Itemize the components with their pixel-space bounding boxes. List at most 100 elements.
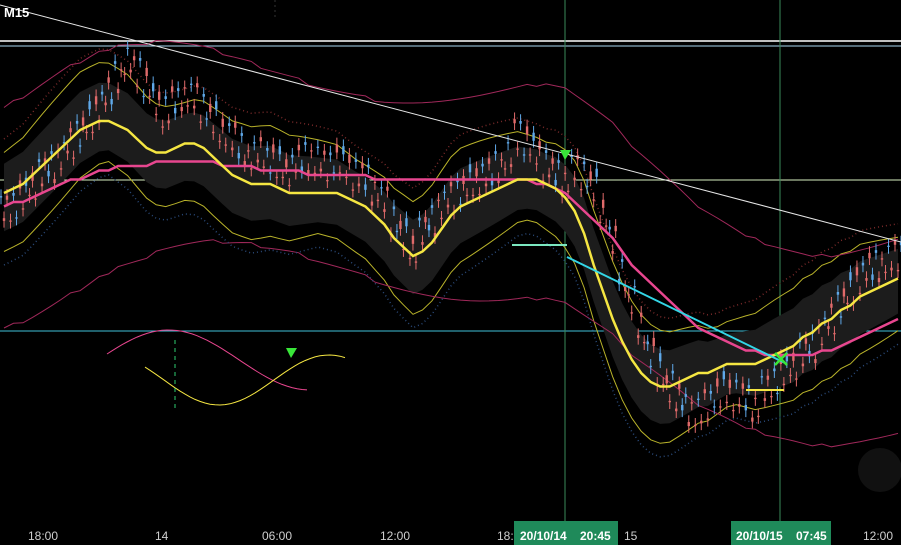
candle-body [43,158,47,164]
candle-body [221,118,224,127]
dotted-envelope [3,174,899,458]
candle-body [123,73,126,76]
candle-body [386,186,389,191]
candle-body [877,278,881,283]
candle-body [37,159,41,162]
candle-body [475,168,478,177]
candle-body [490,179,494,186]
candle-body [494,151,497,154]
candle-body [500,159,503,161]
candle-body [443,191,446,193]
candle-body [72,157,75,159]
candle-body [665,375,668,384]
candle-body [116,89,120,94]
candle-body [633,286,636,288]
candle-body [193,105,196,109]
candle-body [861,262,865,266]
candle-body [795,378,798,380]
candle-body [620,259,624,262]
candle-body [760,376,764,378]
candle-body [62,142,66,144]
candle-body [383,209,386,212]
candle-body [319,168,323,172]
candle-body [342,146,345,155]
x-tick-label: 15 [624,529,638,543]
candle-body [770,395,773,398]
candle-body [671,370,674,374]
cyan-trendline [566,256,786,364]
candle-body [323,150,326,155]
candle-body [402,248,405,251]
candle-body [21,208,25,210]
candle-body [747,385,751,388]
candle-body [361,162,364,169]
candle-body [100,91,104,95]
candle-body [66,150,69,154]
candle-body [544,150,548,153]
candle-body [212,131,215,134]
candle-body [180,107,183,112]
candle-body [129,69,132,73]
candle-body [595,168,598,177]
candle-body [110,98,113,105]
candle-body [250,168,253,170]
bollinger-bands [3,39,899,458]
candle-body [849,272,852,281]
candle-body [157,91,161,100]
candle-body [516,148,519,150]
candle-body [484,183,488,187]
candle-body [522,154,526,156]
candle-body [329,152,332,156]
candle-body [370,201,374,206]
candle-body [304,142,307,145]
candle-body [313,172,317,175]
candle-body [541,180,545,182]
candle-body [437,199,440,202]
candle-body [300,166,304,172]
candle-body [643,341,646,344]
candle-body [224,144,227,146]
candle-body [627,294,630,296]
candle-body [126,47,129,49]
candle-body [893,240,897,245]
candle-body [623,287,627,292]
candle-body [551,158,554,164]
candle-body [348,154,351,163]
candle-body [75,121,79,124]
oscillator-subplot [106,329,346,408]
candle-body [703,389,706,394]
candle-body [662,383,665,386]
candle-body [842,288,846,297]
candle-body [836,292,840,295]
candle-body [725,401,729,404]
candle-body [151,83,155,92]
candle-body [637,335,640,338]
candle-body [684,394,687,397]
candle-body [373,181,377,184]
cross-icon [774,352,788,366]
candle-body [307,170,310,175]
watermark-icon [858,448,901,492]
candle-body [367,164,370,168]
oscillator-line [106,329,308,391]
candle-body [830,303,833,308]
candle-body [47,170,50,177]
candle-body [243,161,246,166]
candle-body [399,220,402,229]
candle-body [833,332,836,335]
candle-body [697,398,700,400]
candle-body [652,337,655,346]
candle-body [281,176,285,179]
time-badge-time: 20:45 [580,529,611,543]
candle-body [814,359,817,364]
candle-body [579,188,583,191]
candle-body [659,353,662,362]
candle-body [395,230,399,233]
candle-body [855,267,859,276]
candle-body [789,374,792,377]
candle-body [871,274,874,280]
candle-body [630,312,633,314]
candle-body [332,172,336,174]
